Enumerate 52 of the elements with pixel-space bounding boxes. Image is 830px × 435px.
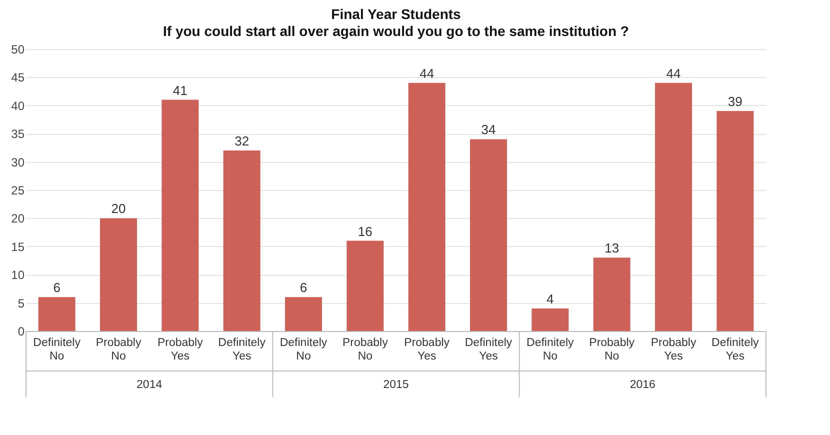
bar: [470, 139, 507, 331]
bar: [223, 150, 260, 331]
data-label: 32: [234, 134, 250, 149]
y-tick-label: 30: [11, 155, 25, 170]
bar: [593, 258, 630, 331]
y-tick-label: 25: [11, 184, 25, 198]
x-tick-label: Definitely Yes: [218, 337, 266, 362]
data-label: 39: [728, 94, 742, 110]
y-tick-label: 5: [18, 296, 25, 310]
bar: [346, 240, 384, 331]
y-tick-label: 0: [18, 324, 25, 338]
data-label: 44: [666, 66, 681, 81]
data-label: 6: [300, 280, 308, 296]
data-label: 34: [481, 122, 496, 138]
y-tick-label: 20: [11, 212, 25, 226]
x-tick-label: Definitely No: [280, 337, 328, 362]
text: 2016: [630, 379, 656, 391]
bar: [655, 82, 692, 331]
text: 2015: [383, 379, 409, 391]
bar: [408, 82, 446, 331]
x-tick-label: Probably Yes: [157, 337, 204, 362]
bar: [716, 111, 754, 331]
x-tick-label: Probably No: [342, 337, 388, 362]
y-tick-label: 15: [11, 240, 25, 254]
x-tick-label: Definitely No: [526, 337, 574, 362]
y-tick-label: 50: [11, 42, 25, 56]
x-tick-label: Probably No: [589, 337, 635, 362]
y-tick-label: 45: [11, 70, 25, 85]
data-label: 6: [53, 280, 60, 296]
x-tick-label: Probably No: [96, 337, 142, 362]
y-tick-label: 10: [11, 268, 25, 282]
chart-title: Final Year Students: [331, 6, 462, 22]
data-label: 41: [172, 82, 188, 98]
x-tick-label: Definitely No: [33, 337, 81, 362]
bar: [162, 100, 199, 331]
y-tick-label: 35: [11, 127, 25, 142]
x-tick-label: Definitely Yes: [712, 337, 760, 362]
bar: [285, 297, 322, 331]
y-tick-label: 40: [11, 98, 25, 113]
x-tick-label: Probably Yes: [650, 337, 696, 362]
bar: [38, 297, 76, 331]
text: 2014: [136, 379, 163, 391]
bar: [100, 218, 137, 331]
x-tick-label: Definitely Yes: [464, 337, 512, 362]
bar: [532, 308, 569, 331]
data-label: 4: [546, 291, 554, 306]
x-tick-label: Probably Yes: [404, 337, 450, 362]
data-label: 44: [420, 66, 434, 81]
chart-subtitle: If you could start all over again would you go to the same institution ?: [163, 23, 629, 39]
data-label: 20: [111, 201, 126, 216]
data-label: 13: [604, 240, 620, 256]
data-label: 16: [358, 224, 372, 239]
